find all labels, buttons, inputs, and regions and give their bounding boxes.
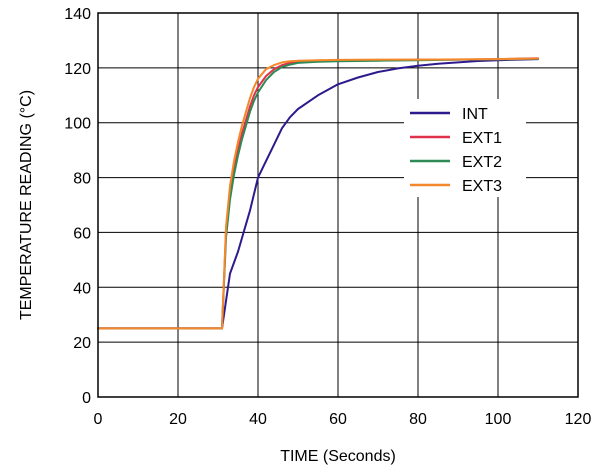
x-tick-label: 60	[329, 411, 347, 428]
y-tick-label: 80	[73, 171, 91, 188]
legend: INT EXT1 EXT2 EXT3	[404, 99, 526, 197]
series-line-int	[97, 58, 539, 330]
y-tick-labels: 0 20 40 60 80 100 120 140	[64, 6, 91, 407]
legend-label-int: INT	[462, 106, 488, 123]
x-axis-title: TIME (Seconds)	[280, 448, 396, 465]
y-tick-label: 60	[73, 225, 91, 242]
series-line-ext3	[97, 57, 539, 330]
y-tick-label: 20	[73, 335, 91, 352]
grid-lines	[98, 13, 578, 397]
x-tick-label: 100	[485, 411, 512, 428]
x-tick-label: 20	[169, 411, 187, 428]
legend-label-ext1: EXT1	[462, 130, 502, 147]
plot-frame	[97, 12, 579, 398]
legend-label-ext2: EXT2	[462, 154, 502, 171]
y-axis-title: TEMPERATURE READING (°C)	[18, 90, 35, 320]
legend-label-ext3: EXT3	[462, 178, 502, 195]
y-tick-label: 0	[82, 390, 91, 407]
x-tick-labels: 0 20 40 60 80 100 120	[94, 411, 592, 428]
y-tick-label: 100	[64, 116, 91, 133]
series-lines	[97, 57, 539, 330]
y-tick-label: 120	[64, 61, 91, 78]
x-tick-label: 120	[565, 411, 592, 428]
x-tick-label: 0	[94, 411, 103, 428]
legend-box	[404, 99, 526, 197]
x-tick-label: 80	[409, 411, 427, 428]
y-tick-label: 140	[64, 6, 91, 23]
y-tick-label: 40	[73, 280, 91, 297]
x-tick-label: 40	[249, 411, 267, 428]
